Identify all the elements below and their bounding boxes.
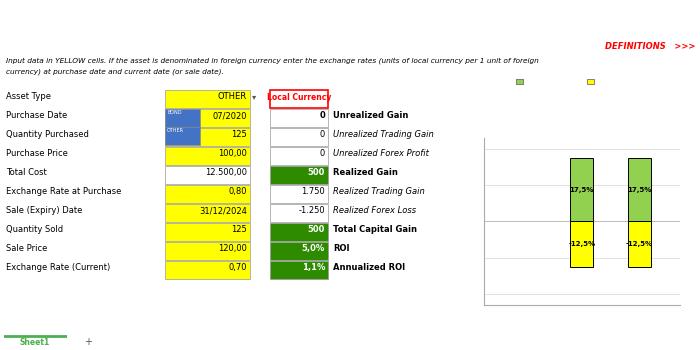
Text: 120,00: 120,00 bbox=[218, 244, 247, 253]
Text: Quantity Purchased: Quantity Purchased bbox=[6, 130, 89, 139]
Bar bbox=[165, 166, 250, 184]
Bar bbox=[628, 158, 651, 222]
Text: 12.500,00: 12.500,00 bbox=[205, 168, 247, 177]
Bar bbox=[270, 204, 328, 222]
Bar bbox=[165, 242, 250, 260]
Text: +: + bbox=[84, 337, 92, 347]
Bar bbox=[270, 185, 328, 203]
Bar bbox=[270, 166, 328, 184]
Text: DEFINITIONS   >>>: DEFINITIONS >>> bbox=[605, 42, 695, 51]
Text: Exchange Rate (Current): Exchange Rate (Current) bbox=[6, 263, 111, 272]
Text: -12,5%: -12,5% bbox=[626, 241, 653, 247]
Text: BOND: BOND bbox=[167, 110, 181, 115]
Bar bbox=[570, 158, 593, 222]
Text: Purchase Price: Purchase Price bbox=[6, 149, 68, 158]
Text: 0: 0 bbox=[320, 149, 325, 158]
Bar bbox=[270, 128, 328, 146]
Text: Sale (Expiry) Date: Sale (Expiry) Date bbox=[6, 206, 83, 215]
Text: 07/2020: 07/2020 bbox=[213, 111, 247, 120]
Text: Exchange Rate at Purchase: Exchange Rate at Purchase bbox=[6, 187, 121, 196]
Text: Sheet1: Sheet1 bbox=[20, 338, 50, 347]
Text: 125: 125 bbox=[231, 130, 247, 139]
Text: ROI: ROI bbox=[333, 244, 349, 253]
Text: 0: 0 bbox=[319, 111, 325, 120]
Text: -12,5%: -12,5% bbox=[568, 241, 595, 247]
Bar bbox=[165, 127, 200, 145]
Text: Total Cost: Total Cost bbox=[6, 168, 47, 177]
Text: 17,5%: 17,5% bbox=[627, 187, 652, 193]
Text: 100,00: 100,00 bbox=[218, 149, 247, 158]
Text: 17,5%: 17,5% bbox=[570, 187, 594, 193]
Text: Input data in YELLOW cells. If the asset is denominated in foreign currency ente: Input data in YELLOW cells. If the asset… bbox=[6, 57, 539, 64]
Bar bbox=[270, 242, 328, 260]
Bar bbox=[270, 109, 328, 127]
Text: RETURN ON INVESTMENT (ROI) CALCULATOR: RETURN ON INVESTMENT (ROI) CALCULATOR bbox=[183, 9, 517, 23]
Text: 500: 500 bbox=[307, 168, 325, 177]
Text: OTHER: OTHER bbox=[167, 128, 184, 133]
Bar bbox=[165, 204, 250, 222]
Text: 0,80: 0,80 bbox=[228, 187, 247, 196]
Text: Local Currency: Local Currency bbox=[267, 93, 331, 102]
Bar bbox=[165, 128, 250, 146]
Bar bbox=[165, 109, 200, 127]
Bar bbox=[165, 223, 250, 241]
Bar bbox=[270, 90, 328, 108]
Text: Sale Price: Sale Price bbox=[6, 244, 48, 253]
Text: Realized Forex Loss: Realized Forex Loss bbox=[333, 206, 416, 215]
Text: Realized Trading Gain: Realized Trading Gain bbox=[333, 187, 425, 196]
Text: Realized Gain: Realized Gain bbox=[333, 168, 398, 177]
Text: Unrealized Gain: Unrealized Gain bbox=[333, 111, 408, 120]
Bar bbox=[270, 147, 328, 165]
Text: currency) at purchase date and current date (or sale date).: currency) at purchase date and current d… bbox=[6, 68, 224, 75]
Bar bbox=[165, 109, 250, 127]
Bar bbox=[165, 261, 250, 279]
Text: 31/12/2024: 31/12/2024 bbox=[199, 206, 247, 215]
Bar bbox=[270, 223, 328, 241]
Text: 500: 500 bbox=[307, 225, 325, 234]
Text: RETURN ON INVESTMENT: RETURN ON INVESTMENT bbox=[508, 49, 645, 59]
Bar bbox=[570, 222, 593, 267]
Text: Quantity Sold: Quantity Sold bbox=[6, 225, 63, 234]
Legend: TRADING IMPACT, FEX IMPACT: TRADING IMPACT, FEX IMPACT bbox=[513, 76, 640, 88]
Text: Total Capital Gain: Total Capital Gain bbox=[333, 225, 417, 234]
Text: 0: 0 bbox=[320, 130, 325, 139]
Text: 1,1%: 1,1% bbox=[302, 263, 325, 272]
Text: Unrealized Trading Gain: Unrealized Trading Gain bbox=[333, 130, 434, 139]
Text: Annualized ROI: Annualized ROI bbox=[333, 263, 405, 272]
Text: OTHER: OTHER bbox=[218, 92, 247, 101]
Text: 1.750: 1.750 bbox=[301, 187, 325, 196]
Text: ▾: ▾ bbox=[252, 92, 256, 101]
Bar bbox=[165, 147, 250, 165]
Bar bbox=[165, 90, 250, 108]
Text: Asset Type: Asset Type bbox=[6, 92, 51, 101]
Bar bbox=[270, 261, 328, 279]
Text: 125: 125 bbox=[231, 225, 247, 234]
Bar bbox=[165, 185, 250, 203]
Text: 0,70: 0,70 bbox=[228, 263, 247, 272]
Text: 5,0%: 5,0% bbox=[302, 244, 325, 253]
Text: Unrealized Forex Profit: Unrealized Forex Profit bbox=[333, 149, 429, 158]
Bar bbox=[628, 222, 651, 267]
Text: -1.250: -1.250 bbox=[298, 206, 325, 215]
Text: 05/07/2020: 05/07/2020 bbox=[13, 11, 78, 21]
Text: Purchase Date: Purchase Date bbox=[6, 111, 67, 120]
